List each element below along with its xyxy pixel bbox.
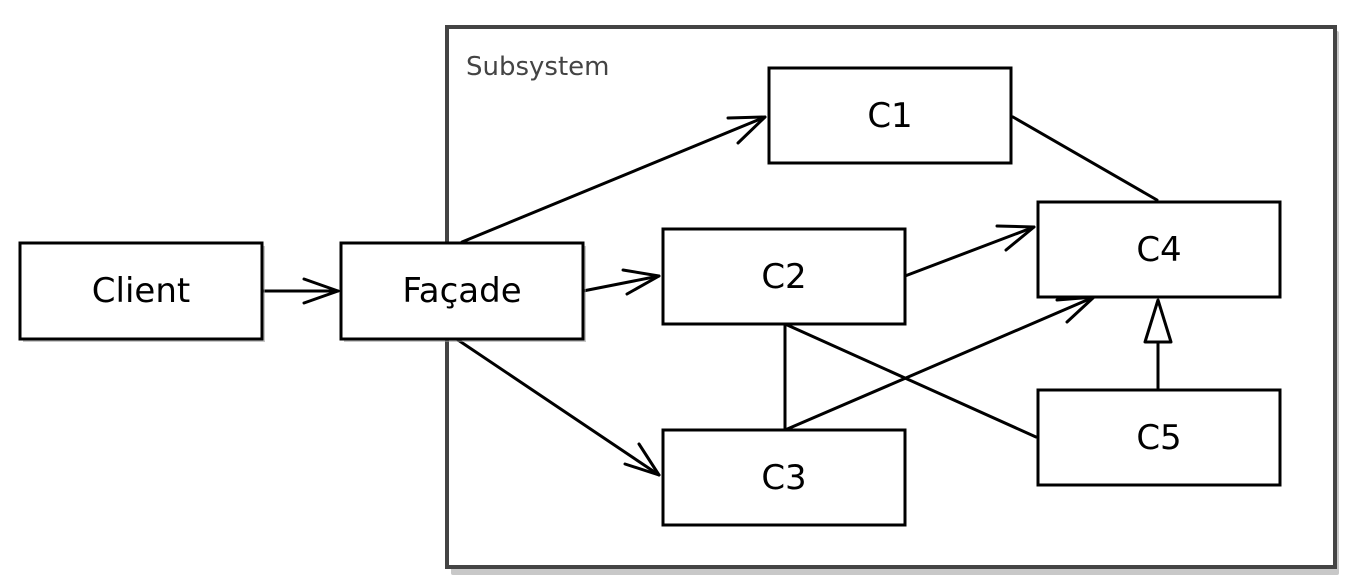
node-facade: Façade <box>339 241 586 342</box>
edge-c1-c4 <box>1011 115 1159 202</box>
arrowhead-facade-c2 <box>621 268 661 296</box>
generalization-triangle-c5-c4 <box>1143 298 1173 344</box>
node-client: Client <box>18 241 265 342</box>
arrowhead-c2-c4 <box>995 224 1036 252</box>
node-label: Client <box>92 271 190 311</box>
node-label: C2 <box>761 257 806 297</box>
node-c2: C2 <box>661 227 907 326</box>
edges <box>260 115 1173 477</box>
node-label: C3 <box>761 458 806 498</box>
edge-c3-c4 <box>783 295 1096 432</box>
edge-c2-c4 <box>903 225 1036 278</box>
node-c1: C1 <box>767 66 1013 165</box>
edge-c2-c5 <box>783 322 1038 439</box>
arrowhead-facade-c3 <box>623 442 661 477</box>
subsystem-label: Subsystem <box>466 52 609 82</box>
arrowhead-facade-c1 <box>726 115 767 145</box>
node-c4: C4 <box>1036 200 1282 299</box>
node-c3: C3 <box>661 428 907 527</box>
node-label: Façade <box>402 271 521 311</box>
node-label: C1 <box>867 96 912 136</box>
edge-facade-c3 <box>456 338 661 477</box>
node-label: C5 <box>1136 418 1181 458</box>
arrowhead-client-facade <box>302 277 340 305</box>
node-label: C4 <box>1136 230 1181 270</box>
node-c5: C5 <box>1036 388 1282 487</box>
edge-facade-c1 <box>460 115 767 244</box>
edge-facade-c2 <box>581 274 661 293</box>
